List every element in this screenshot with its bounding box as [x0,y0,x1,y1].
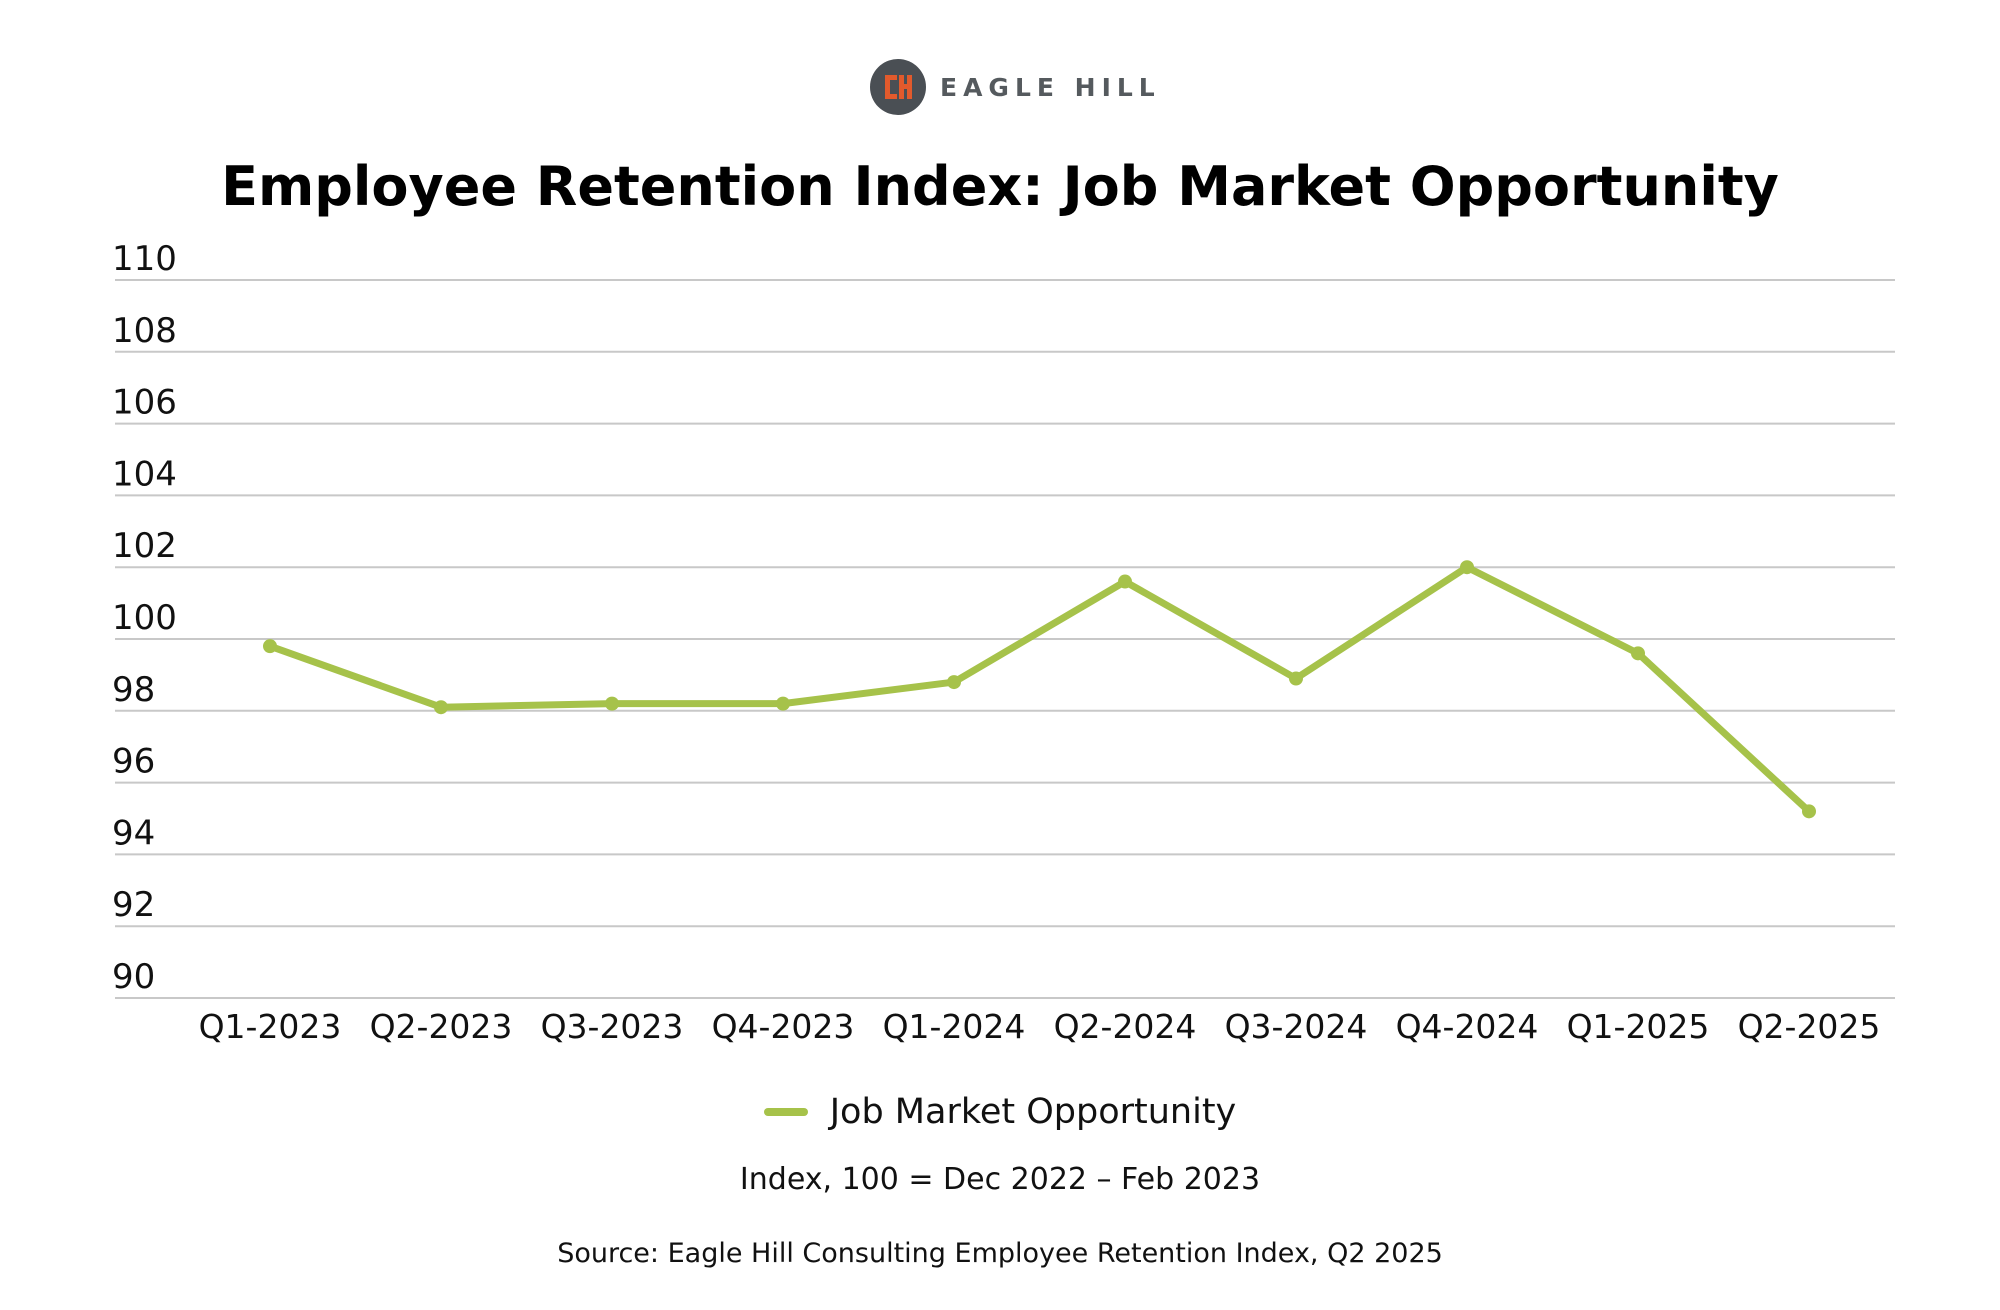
data-point [1802,804,1816,819]
data-point [947,675,961,690]
legend: Job Market Opportunity [0,1092,2000,1132]
x-tick-label: Q4-2024 [1396,1007,1539,1046]
data-point [1631,646,1645,661]
y-tick-label: 110 [112,239,177,279]
y-tick-label: 108 [112,311,177,351]
legend-swatch [763,1108,808,1116]
y-axis-ticks: 110 108 106 104 102 100 98 96 94 92 90 [112,239,177,997]
source-note: Source: Eagle Hill Consulting Employee R… [557,1238,1443,1269]
eagle-hill-logo-icon [870,59,926,115]
y-tick-label: 96 [112,742,155,782]
y-tick-label: 102 [112,526,177,566]
chart-title: Employee Retention Index: Job Market Opp… [221,155,1779,218]
x-tick-label: Q3-2023 [541,1007,684,1046]
y-tick-label: 90 [112,957,155,997]
data-point [263,639,277,654]
data-point [605,696,619,711]
x-tick-label: Q2-2025 [1738,1007,1881,1046]
x-tick-label: Q2-2024 [1054,1007,1197,1046]
data-point [1460,560,1474,575]
x-tick-label: Q4-2023 [712,1007,855,1046]
y-tick-label: 106 [112,383,177,423]
x-tick-label: Q2-2023 [370,1007,513,1046]
y-tick-label: 94 [112,813,155,853]
brand-name: EAGLE HILL [940,72,1161,102]
series-line [266,563,1813,815]
data-point [776,696,790,711]
x-tick-label: Q3-2024 [1225,1007,1368,1046]
index-note: Index, 100 = Dec 2022 – Feb 2023 [739,1162,1261,1197]
x-axis-ticks: Q1-2023 Q2-2023 Q3-2023 Q4-2023 Q1-2024 Q2-20… [199,1007,1881,1046]
data-point [434,700,448,715]
y-tick-label: 104 [112,454,177,494]
y-tick-label: 98 [112,670,155,710]
brand-logo: EAGLE HILL [870,57,1161,117]
series-layer [263,560,1816,819]
legend-label: Job Market Opportunity [829,1092,1237,1132]
y-tick-label: 92 [112,885,155,925]
y-tick-label: 100 [112,598,177,638]
x-tick-label: Q1-2025 [1567,1007,1710,1046]
data-point [1289,671,1303,686]
x-tick-label: Q1-2023 [199,1007,342,1046]
data-point [1118,574,1132,589]
x-tick-label: Q1-2024 [883,1007,1026,1046]
gridlines [115,279,1895,999]
